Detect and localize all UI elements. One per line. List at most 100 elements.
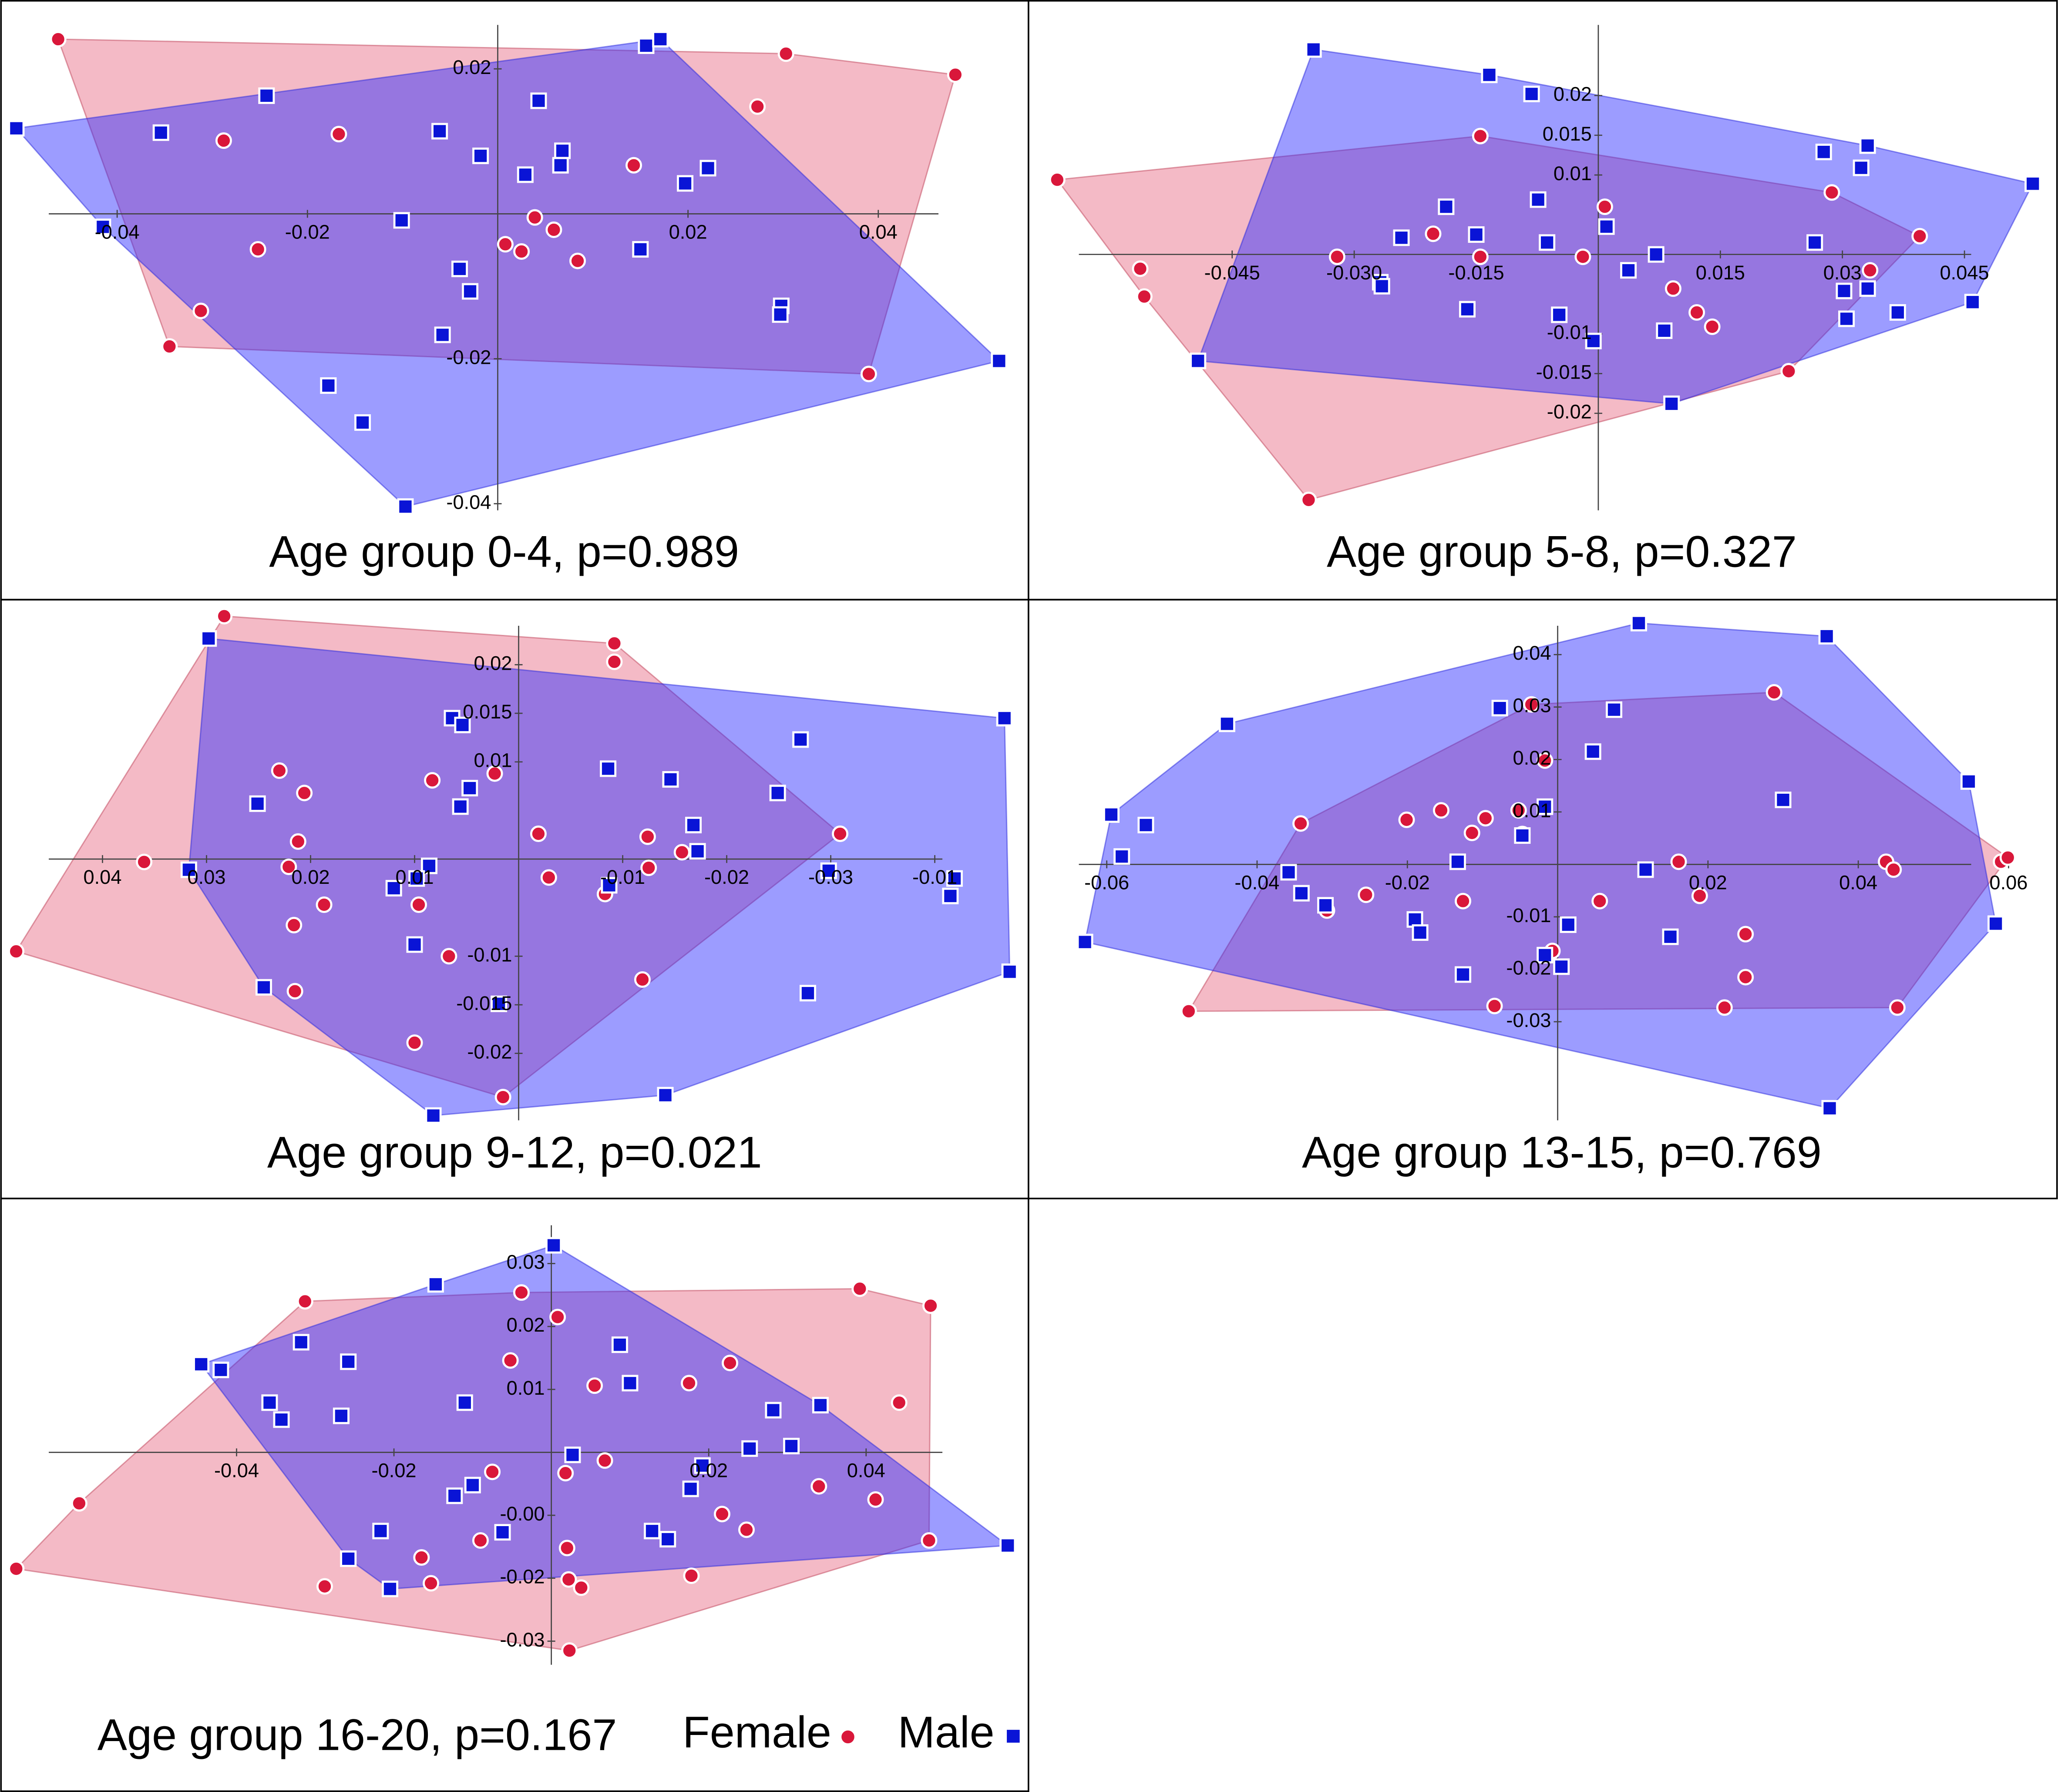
y-tick-label: 0.03	[1513, 695, 1551, 717]
x-tick-label: 0.04	[859, 221, 898, 243]
female-point	[586, 1377, 603, 1394]
male-point	[464, 1477, 481, 1493]
y-tick-label: -0.01	[1506, 904, 1551, 926]
female-point	[1862, 262, 1879, 279]
y-tick-label: 0.02	[1554, 83, 1592, 105]
hull	[15, 38, 1001, 507]
female-point	[1398, 811, 1415, 828]
female-point	[560, 1571, 577, 1588]
female-point	[947, 66, 964, 83]
male-point	[340, 1550, 357, 1567]
male-point	[446, 1487, 463, 1504]
y-tick-label: 0.03	[507, 1251, 545, 1273]
x-tick-label: -0.02	[704, 866, 749, 888]
male-point	[273, 1411, 290, 1428]
female-point	[1716, 999, 1733, 1016]
male-point	[427, 1276, 444, 1293]
male-point	[1551, 306, 1568, 323]
female-point	[573, 1579, 590, 1596]
male-point	[1584, 743, 1601, 760]
female-point	[625, 157, 642, 174]
female-point	[606, 653, 623, 670]
male-point	[1103, 806, 1120, 823]
female-point	[1596, 198, 1613, 215]
hull	[1056, 135, 1921, 501]
male-point	[1455, 966, 1471, 983]
male-point	[638, 37, 655, 54]
female-point	[722, 1355, 739, 1372]
panel-border	[0, 1198, 1029, 1792]
female-point	[1510, 802, 1527, 819]
male-point	[425, 1107, 442, 1124]
male-point	[461, 780, 478, 797]
female-point	[286, 983, 303, 1000]
female-point	[8, 1560, 25, 1577]
female-point	[513, 243, 530, 260]
male-point	[494, 1524, 511, 1541]
female-point	[545, 221, 562, 238]
female-point	[1300, 491, 1317, 508]
female-point	[1136, 288, 1153, 305]
y-tick-label: 0.01	[1513, 799, 1551, 822]
female-point	[851, 1280, 868, 1297]
female-point	[1425, 225, 1442, 242]
male-point	[1889, 304, 1906, 321]
female-point	[634, 971, 651, 988]
panel-title: Age group 0-4, p=0.989	[269, 526, 739, 576]
panel-border	[1027, 599, 2058, 1199]
female-point	[271, 762, 288, 779]
male-point	[2024, 175, 2041, 192]
female-point	[1780, 363, 1797, 380]
y-tick-label: 0.02	[474, 652, 512, 674]
female-point	[681, 1375, 697, 1392]
y-tick-label: 0.02	[1513, 747, 1551, 769]
y-tick-label: -0.00	[500, 1503, 545, 1525]
male-point	[406, 936, 423, 953]
female-point	[1477, 810, 1494, 827]
female-point	[502, 1352, 519, 1369]
legend-label: Male	[898, 1707, 995, 1757]
female-point	[441, 948, 457, 965]
male-point	[333, 1407, 350, 1424]
female-point	[1665, 280, 1681, 297]
y-tick-label: -0.02	[467, 1041, 512, 1063]
female-point	[1180, 1003, 1197, 1020]
female-point	[1889, 999, 1906, 1016]
male-point	[946, 870, 963, 887]
y-tick-label: -0.02	[446, 346, 491, 368]
male-point	[996, 710, 1013, 727]
male-point	[393, 212, 410, 229]
hull	[1197, 48, 2034, 405]
male-point	[1620, 262, 1637, 279]
female-point	[1574, 248, 1591, 265]
panel-title: Age group 16-20, p=0.167	[98, 1709, 617, 1759]
y-tick-label: -0.015	[1536, 361, 1592, 383]
male-point	[462, 283, 479, 300]
male-point	[644, 1523, 661, 1540]
male-point	[1537, 946, 1554, 963]
male-point	[293, 1334, 309, 1351]
male-point	[530, 92, 547, 109]
male-point	[820, 862, 837, 879]
male-point	[1438, 198, 1455, 215]
male-point	[255, 979, 272, 996]
x-tick-label: -0.04	[214, 1460, 259, 1482]
y-tick-label: 0.01	[1554, 162, 1592, 185]
male-point	[258, 87, 275, 104]
female-point	[639, 828, 656, 845]
female-point	[1292, 815, 1309, 832]
x-tick-label: 0.02	[1689, 872, 1727, 894]
male-point	[659, 1531, 676, 1548]
male-point	[1836, 282, 1853, 299]
y-tick-label: 0.015	[463, 701, 512, 723]
male-point	[689, 843, 706, 860]
female-point	[713, 1506, 730, 1523]
male-point	[1598, 218, 1615, 235]
male-point	[385, 880, 402, 897]
male-point	[792, 731, 809, 748]
male-point	[1449, 853, 1466, 870]
male-point	[408, 870, 425, 887]
male-point	[382, 1581, 399, 1597]
x-tick-label: -0.01	[600, 866, 645, 888]
female-point	[549, 1309, 566, 1326]
